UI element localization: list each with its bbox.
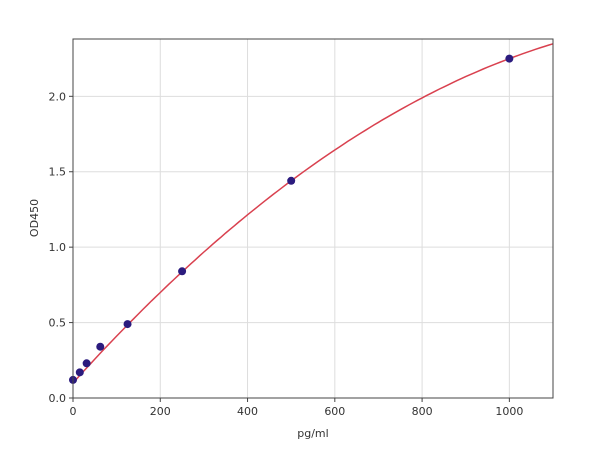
fit-curve-layer [72, 43, 554, 384]
x-axis-label: pg/ml [297, 427, 328, 440]
y-tick-label: 1.5 [49, 166, 67, 179]
x-tick-label: 200 [150, 405, 171, 418]
data-point [75, 368, 84, 377]
data-point [82, 359, 91, 368]
y-axis: 0.0 0.5 1.0 1.5 2.0 [49, 90, 73, 405]
grid [72, 39, 553, 399]
x-tick-label: 600 [324, 405, 345, 418]
data-point [178, 267, 187, 276]
plot-frame [72, 38, 554, 399]
data-point [96, 342, 105, 351]
y-tick-label: 0.0 [49, 392, 67, 405]
data-point [505, 54, 514, 63]
x-tick-label: 1000 [495, 405, 523, 418]
data-point [123, 320, 132, 329]
fit-curve [72, 43, 554, 384]
x-tick-label: 800 [412, 405, 433, 418]
y-tick-label: 1.0 [49, 241, 67, 254]
y-tick-label: 0.5 [49, 317, 67, 330]
x-tick-label: 400 [237, 405, 258, 418]
y-tick-label: 2.0 [49, 90, 67, 103]
y-axis-label: OD450 [28, 199, 41, 237]
data-point [287, 176, 296, 185]
x-axis: 0 200 400 600 800 1000 [70, 398, 523, 418]
x-tick-label: 0 [70, 405, 77, 418]
data-points [69, 54, 514, 384]
